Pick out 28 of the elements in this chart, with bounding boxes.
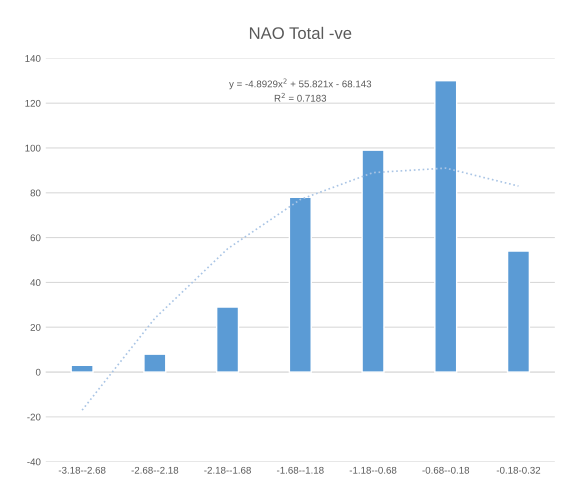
- x-tick-label: -0.18-0.32: [496, 466, 540, 474]
- y-tick-label: 140: [25, 55, 41, 62]
- annotation: y = -4.8929x$^{2}$ + 55.821x - 68.143: [229, 78, 372, 90]
- y-tick-label: 20: [30, 324, 41, 331]
- y-tick-label: 60: [30, 234, 41, 242]
- y-tick-label: 0: [36, 368, 41, 376]
- y-tick-label: 120: [25, 100, 41, 107]
- bar: [70, 364, 94, 373]
- y-tick-label: 80: [30, 190, 41, 196]
- bar: [361, 150, 385, 373]
- annotation: R$^{2}$ = 0.7183: [274, 92, 326, 102]
- x-tick-label: -2.68--2.18: [132, 466, 178, 474]
- x-tick-label: -1.18--0.68: [350, 466, 396, 474]
- bar: [434, 80, 458, 373]
- y-tick-label: 40: [30, 279, 41, 286]
- y-tick-label: -40: [27, 458, 41, 466]
- bar: [506, 250, 530, 373]
- bar: [143, 353, 166, 373]
- chart-title: NAO Total -ve: [250, 26, 352, 40]
- x-tick-label: -0.68--0.18: [422, 466, 470, 474]
- x-tick-label: -3.18--2.68: [58, 466, 106, 474]
- line-series: [81, 167, 520, 411]
- x-tick-label: -2.18--1.68: [204, 466, 251, 474]
- y-tick-label: -20: [27, 414, 41, 420]
- bar: [216, 306, 240, 373]
- x-tick-label: -1.68--1.18: [276, 466, 324, 474]
- y-tick-label: 100: [25, 144, 41, 152]
- bar: [288, 196, 312, 373]
